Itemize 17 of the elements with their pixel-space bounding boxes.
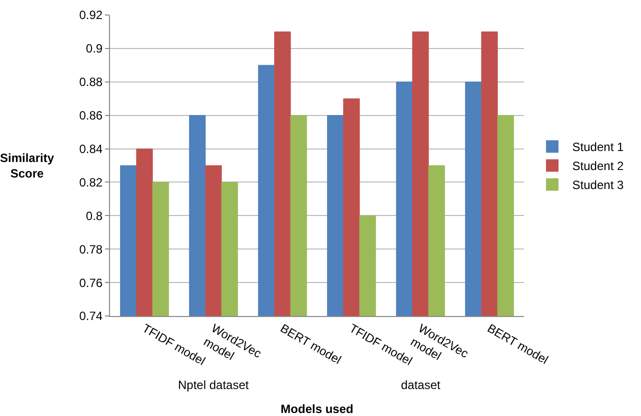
y-axis-title: Similarity Score xyxy=(0,151,54,181)
legend-label: Student 2 xyxy=(572,159,624,174)
y-tick-label: 0.76 xyxy=(79,276,103,290)
text: dataset xyxy=(401,378,442,392)
text: Nptel dataset xyxy=(178,378,250,392)
y-tick-label: 0.8 xyxy=(86,208,103,223)
y-tick-label: 0.92 xyxy=(79,8,103,22)
legend-label: Student 3 xyxy=(572,178,624,192)
y-tick-label: 0.74 xyxy=(79,309,103,324)
y-tick-label: 0.78 xyxy=(79,242,103,256)
y-tick-label: 0.84 xyxy=(79,142,103,156)
legend-label: Student 1 xyxy=(572,140,624,154)
y-tick-label: 0.82 xyxy=(79,175,103,190)
y-tick-label: 0.9 xyxy=(86,42,103,56)
y-tick-label: 0.88 xyxy=(79,75,103,90)
x-axis-title: Models used xyxy=(280,402,354,416)
y-tick-label: 0.86 xyxy=(79,108,103,123)
